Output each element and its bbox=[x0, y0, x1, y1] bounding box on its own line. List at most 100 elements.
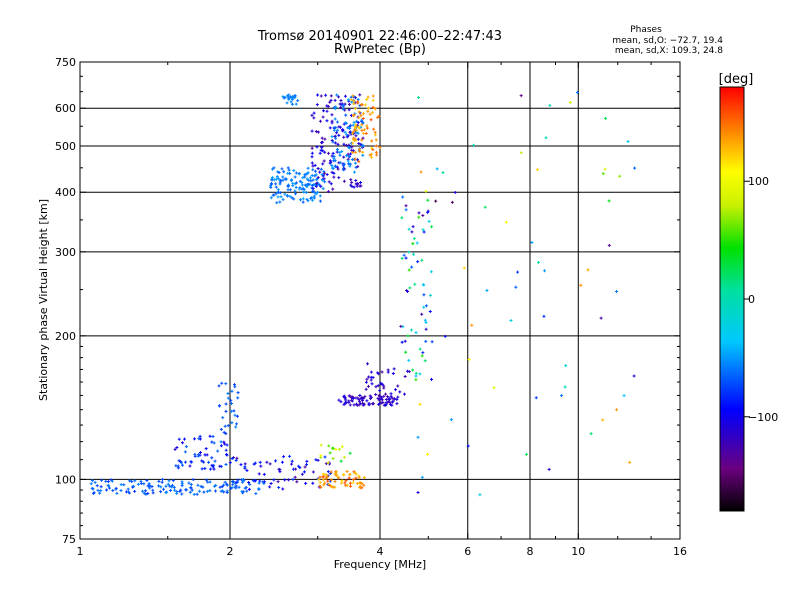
echo-point bbox=[105, 488, 109, 492]
echo-point bbox=[93, 480, 97, 484]
echo-point bbox=[354, 123, 358, 127]
echo-point bbox=[226, 396, 230, 400]
echo-point bbox=[316, 130, 320, 134]
echo-point bbox=[124, 490, 128, 494]
echo-point bbox=[319, 184, 323, 188]
echo-point bbox=[589, 432, 593, 436]
echo-point bbox=[209, 467, 213, 471]
echo-point bbox=[224, 402, 228, 406]
echo-point bbox=[291, 467, 295, 471]
echo-point bbox=[311, 164, 315, 168]
echo-point bbox=[361, 131, 365, 135]
echo-point bbox=[316, 167, 320, 171]
echo-point bbox=[272, 166, 276, 170]
echo-point bbox=[351, 396, 355, 400]
echo-point bbox=[142, 491, 146, 495]
x-tick-label: 6 bbox=[464, 545, 471, 558]
echo-point bbox=[361, 117, 365, 121]
echo-point bbox=[400, 340, 404, 344]
echo-point bbox=[353, 161, 357, 165]
echo-point bbox=[329, 470, 333, 474]
echo-point bbox=[332, 154, 336, 158]
echo-point bbox=[342, 135, 346, 139]
echo-point bbox=[345, 135, 349, 139]
echo-point bbox=[330, 163, 334, 167]
echo-point bbox=[352, 403, 356, 407]
echo-point bbox=[424, 327, 428, 331]
echo-point bbox=[377, 394, 381, 398]
echo-point bbox=[382, 386, 386, 390]
echo-point bbox=[248, 483, 252, 487]
echo-point bbox=[119, 483, 123, 487]
echo-point bbox=[356, 396, 360, 400]
echo-point bbox=[345, 154, 349, 158]
echo-point bbox=[335, 148, 339, 152]
echo-point bbox=[341, 128, 345, 132]
echo-point bbox=[426, 209, 430, 213]
echo-point bbox=[329, 98, 333, 102]
echo-point bbox=[333, 98, 337, 102]
echo-point bbox=[198, 489, 202, 493]
echo-point bbox=[622, 394, 626, 398]
echo-point bbox=[285, 194, 289, 198]
echo-point bbox=[347, 476, 351, 480]
echo-point bbox=[321, 475, 325, 479]
echo-point bbox=[220, 485, 224, 489]
echo-point bbox=[382, 394, 386, 398]
echo-point bbox=[374, 144, 378, 148]
echo-point bbox=[342, 179, 346, 183]
echo-point bbox=[319, 167, 323, 171]
echo-point bbox=[296, 99, 300, 103]
echo-point bbox=[389, 392, 393, 396]
echo-point bbox=[151, 491, 155, 495]
echo-point bbox=[424, 321, 428, 325]
echo-point bbox=[441, 171, 445, 175]
echo-point bbox=[321, 140, 325, 144]
echo-point bbox=[311, 184, 315, 188]
echo-point bbox=[376, 115, 380, 119]
echo-point bbox=[375, 153, 379, 157]
echo-point bbox=[329, 478, 333, 482]
echo-point bbox=[369, 370, 373, 374]
echo-point bbox=[323, 137, 327, 141]
echo-point bbox=[347, 145, 351, 149]
echo-point bbox=[413, 282, 417, 286]
echo-point bbox=[331, 457, 335, 461]
echo-point bbox=[315, 145, 319, 149]
echo-point bbox=[288, 454, 292, 458]
data-points bbox=[89, 91, 637, 497]
echo-point bbox=[171, 478, 175, 482]
echo-point bbox=[331, 166, 335, 170]
echo-point bbox=[449, 418, 453, 422]
echo-point bbox=[286, 166, 290, 170]
echo-point bbox=[222, 430, 226, 434]
echo-point bbox=[354, 130, 358, 134]
echo-point bbox=[466, 444, 470, 448]
echo-point bbox=[342, 142, 346, 146]
echo-point bbox=[340, 445, 344, 449]
echo-point bbox=[177, 459, 181, 463]
echo-point bbox=[626, 140, 630, 144]
echo-point bbox=[352, 102, 356, 106]
echo-point bbox=[335, 93, 339, 97]
echo-point bbox=[281, 175, 285, 179]
echo-point bbox=[210, 456, 214, 460]
echo-point bbox=[290, 459, 294, 463]
echo-point bbox=[378, 389, 382, 393]
echo-point bbox=[372, 127, 376, 131]
echo-point bbox=[370, 402, 374, 406]
echo-point bbox=[319, 443, 323, 447]
echo-point bbox=[305, 197, 309, 201]
echo-point bbox=[352, 138, 356, 142]
echo-point bbox=[262, 482, 266, 486]
echo-point bbox=[519, 94, 523, 98]
echo-point bbox=[504, 220, 508, 224]
echo-point bbox=[404, 350, 408, 354]
echo-point bbox=[388, 401, 392, 405]
echo-point bbox=[224, 409, 228, 413]
echo-point bbox=[160, 480, 164, 484]
echo-point bbox=[607, 243, 611, 247]
echo-point bbox=[235, 414, 239, 418]
echo-point bbox=[369, 375, 373, 379]
echo-point bbox=[96, 488, 100, 492]
